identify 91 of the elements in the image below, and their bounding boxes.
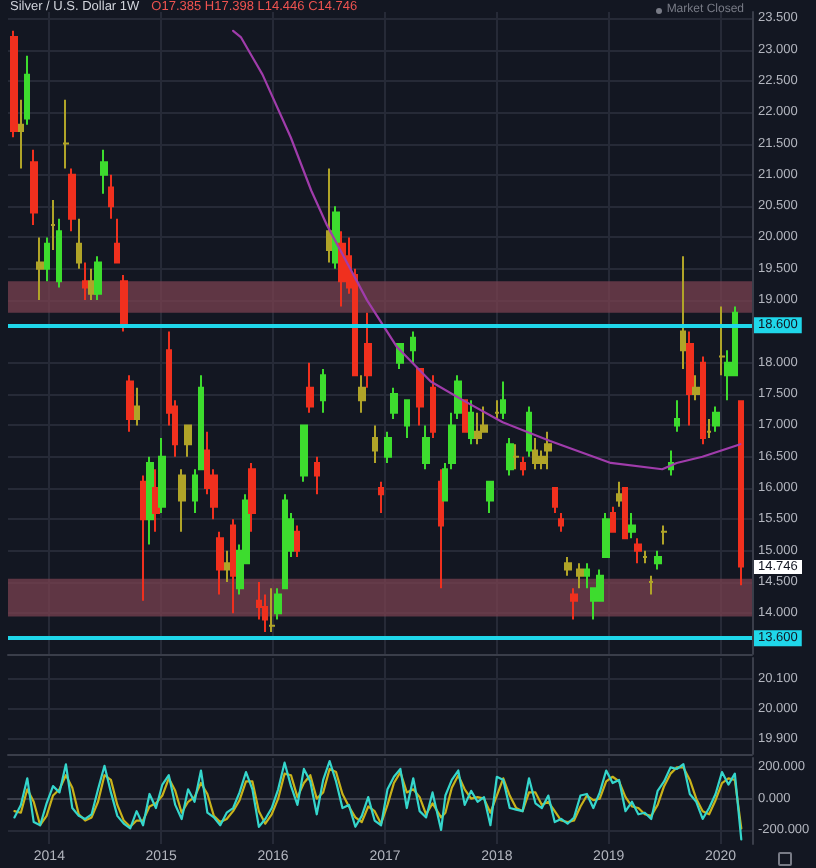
candlestick bbox=[274, 587, 282, 621]
line-series bbox=[232, 29, 742, 471]
candlestick bbox=[320, 368, 326, 414]
line-series bbox=[13, 766, 743, 830]
candlestick bbox=[648, 574, 654, 596]
candlestick bbox=[50, 198, 56, 252]
candlestick bbox=[94, 255, 102, 302]
candlestick bbox=[532, 436, 538, 471]
candlestick bbox=[364, 311, 372, 389]
candlestick bbox=[314, 455, 320, 496]
candlestick bbox=[410, 330, 416, 364]
candlestick bbox=[660, 524, 668, 546]
candlestick bbox=[230, 518, 236, 615]
candlestick bbox=[616, 480, 622, 508]
candlestick bbox=[134, 386, 140, 427]
candlestick bbox=[88, 267, 96, 302]
candlestick bbox=[430, 374, 436, 439]
candlestick bbox=[686, 330, 694, 427]
candlestick bbox=[76, 217, 82, 270]
candlestick bbox=[642, 549, 648, 565]
candlestick bbox=[158, 436, 166, 515]
candlestick bbox=[24, 54, 30, 126]
candlestick bbox=[474, 411, 482, 446]
candlestick bbox=[634, 537, 642, 565]
candlestick bbox=[494, 399, 500, 421]
candlestick bbox=[462, 399, 468, 433]
candlestick bbox=[564, 555, 572, 577]
candlestick bbox=[552, 487, 558, 515]
candlestick bbox=[36, 236, 44, 302]
candlestick bbox=[700, 355, 706, 446]
candlestick bbox=[738, 399, 744, 587]
candlestick bbox=[326, 167, 334, 264]
candlestick bbox=[82, 261, 88, 302]
candlestick bbox=[712, 405, 720, 433]
candlestick bbox=[100, 148, 108, 195]
candlestick bbox=[438, 468, 444, 590]
candlestick bbox=[404, 399, 410, 439]
candlestick bbox=[300, 424, 308, 483]
candlestick bbox=[56, 217, 62, 289]
candlestick bbox=[152, 468, 160, 533]
candlestick bbox=[512, 443, 520, 471]
candlestick bbox=[372, 424, 378, 464]
candlestick bbox=[506, 436, 514, 477]
candlestick bbox=[500, 380, 506, 421]
candlestick bbox=[602, 512, 610, 558]
candlestick bbox=[248, 461, 256, 533]
candlestick bbox=[268, 587, 276, 634]
candlestick bbox=[390, 386, 398, 421]
candlestick bbox=[30, 148, 38, 226]
line-series bbox=[13, 760, 743, 841]
candlestick bbox=[358, 374, 366, 414]
candlestick bbox=[294, 524, 300, 558]
candlestick bbox=[18, 98, 24, 170]
candlestick bbox=[146, 455, 154, 546]
candlestick bbox=[384, 430, 392, 464]
candlestick bbox=[706, 418, 712, 439]
candlestick bbox=[468, 399, 474, 446]
candlestick bbox=[184, 424, 192, 458]
candlestick bbox=[378, 480, 384, 515]
candlestick bbox=[622, 487, 628, 540]
candlestick bbox=[114, 217, 120, 264]
candlestick bbox=[526, 405, 532, 458]
candlestick bbox=[338, 230, 346, 308]
candlestick bbox=[282, 493, 288, 590]
candlestick bbox=[126, 374, 134, 433]
candlestick bbox=[10, 29, 18, 139]
candlestick bbox=[68, 167, 76, 233]
candlestick bbox=[224, 549, 230, 583]
candlestick bbox=[628, 512, 636, 540]
candlestick bbox=[692, 374, 700, 402]
candlestick bbox=[654, 549, 662, 571]
candlestick bbox=[178, 468, 186, 533]
candlestick bbox=[680, 255, 686, 371]
candlestick bbox=[416, 368, 424, 427]
candlestick bbox=[306, 361, 314, 414]
candlestick bbox=[108, 173, 114, 220]
candlestick bbox=[558, 512, 564, 533]
candlestick bbox=[486, 480, 494, 515]
candlestick bbox=[62, 98, 70, 170]
candlestick bbox=[576, 562, 584, 590]
candlestick bbox=[120, 274, 128, 333]
candlestick bbox=[570, 587, 578, 621]
candlestick bbox=[610, 505, 616, 533]
candlestick bbox=[674, 399, 680, 433]
candlestick bbox=[422, 424, 430, 471]
candlestick bbox=[44, 236, 50, 283]
candlestick bbox=[520, 455, 526, 477]
candlestick bbox=[718, 305, 726, 377]
candlestick bbox=[216, 530, 224, 596]
candlestick bbox=[140, 474, 146, 602]
candlestick bbox=[544, 430, 552, 471]
